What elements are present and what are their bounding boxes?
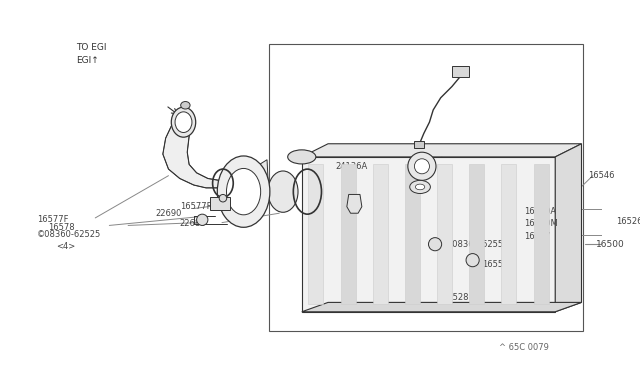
Text: 16577F: 16577F — [37, 215, 68, 224]
Text: 22683: 22683 — [180, 219, 206, 228]
Bar — [452, 66, 469, 77]
Polygon shape — [302, 302, 582, 312]
Text: 16577FA: 16577FA — [180, 202, 216, 211]
Polygon shape — [250, 160, 269, 197]
Bar — [269, 44, 584, 331]
Text: 24136A: 24136A — [335, 162, 368, 171]
Text: 16528: 16528 — [443, 293, 469, 302]
Ellipse shape — [410, 180, 430, 193]
Text: (4): (4) — [468, 251, 479, 260]
Circle shape — [466, 254, 479, 267]
Text: 16510A: 16510A — [524, 207, 556, 216]
Text: 16546: 16546 — [588, 171, 614, 180]
Ellipse shape — [227, 169, 260, 215]
Polygon shape — [347, 195, 362, 213]
Polygon shape — [163, 122, 228, 188]
Polygon shape — [302, 157, 556, 312]
Polygon shape — [308, 164, 323, 304]
Polygon shape — [469, 164, 484, 304]
Bar — [210, 197, 230, 211]
Polygon shape — [556, 144, 582, 312]
Text: 16580M: 16580M — [524, 219, 558, 228]
Text: 16526: 16526 — [616, 217, 640, 226]
Polygon shape — [502, 164, 516, 304]
Text: 16500: 16500 — [596, 240, 625, 249]
Text: EGI↑: EGI↑ — [77, 56, 99, 65]
Text: 16578: 16578 — [49, 223, 75, 232]
Text: 16547: 16547 — [524, 232, 551, 241]
Text: ©08363-6255D: ©08363-6255D — [444, 240, 510, 249]
Ellipse shape — [268, 171, 298, 212]
Ellipse shape — [175, 112, 192, 132]
Polygon shape — [437, 164, 452, 304]
Circle shape — [219, 195, 227, 202]
Text: 16557: 16557 — [482, 260, 509, 269]
Polygon shape — [302, 144, 582, 157]
Text: <4>: <4> — [56, 241, 75, 251]
Text: 22690: 22690 — [156, 209, 182, 218]
Bar — [415, 141, 424, 148]
Text: ©08360-62525: ©08360-62525 — [37, 230, 101, 239]
Ellipse shape — [180, 102, 190, 109]
Polygon shape — [372, 164, 388, 304]
Circle shape — [408, 152, 436, 180]
Text: ^ 65C 0079: ^ 65C 0079 — [499, 343, 548, 352]
Ellipse shape — [172, 107, 196, 137]
Circle shape — [196, 214, 208, 225]
Polygon shape — [340, 164, 356, 304]
Circle shape — [429, 238, 442, 251]
Ellipse shape — [218, 156, 270, 227]
Text: TO EGI: TO EGI — [77, 42, 107, 52]
Ellipse shape — [415, 184, 425, 190]
Polygon shape — [223, 166, 250, 199]
Ellipse shape — [288, 150, 316, 164]
Circle shape — [415, 159, 429, 174]
Polygon shape — [405, 164, 420, 304]
Polygon shape — [534, 164, 548, 304]
